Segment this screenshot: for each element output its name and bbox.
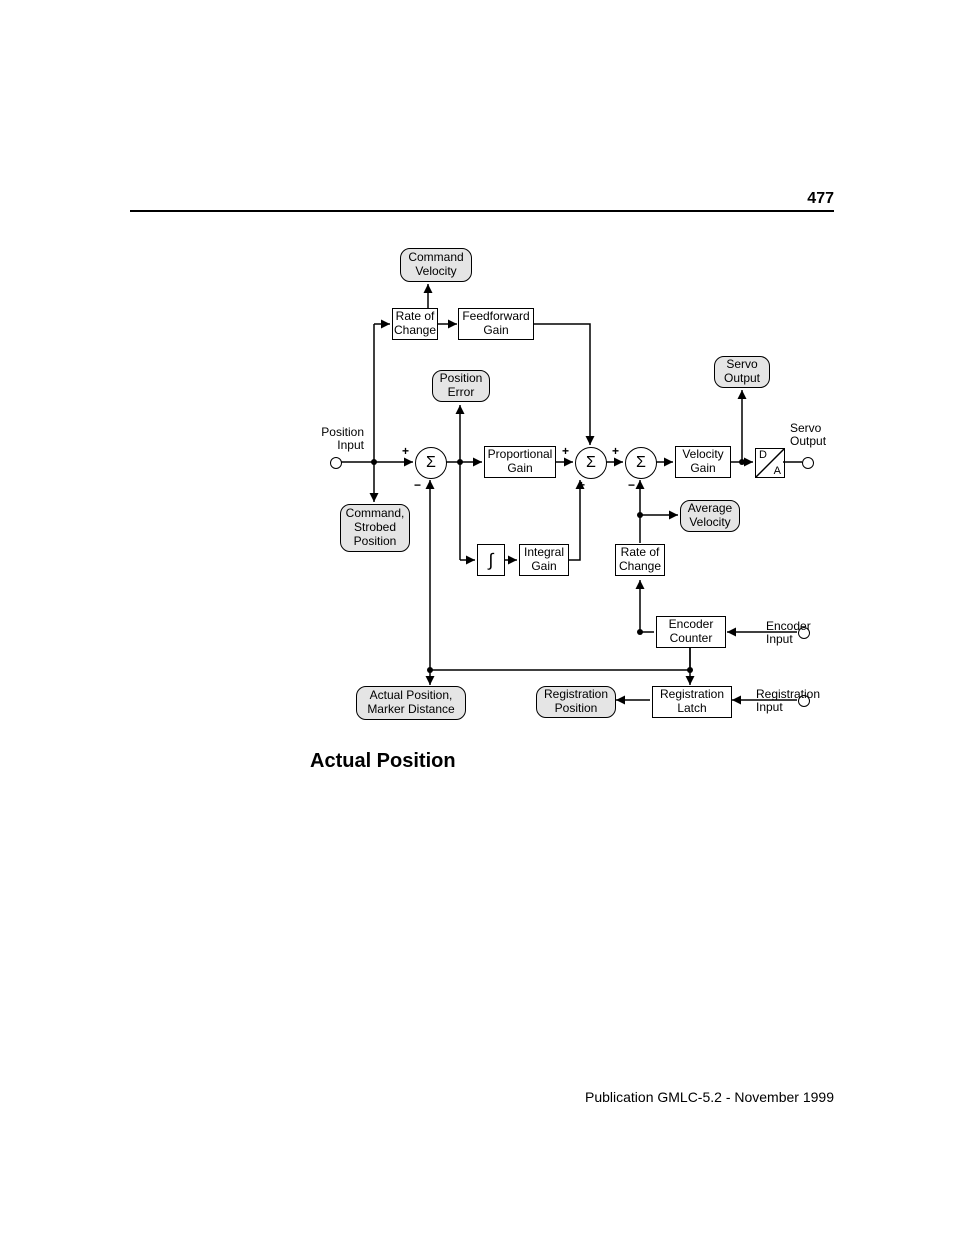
sign-plus: + xyxy=(402,444,409,458)
node-servo-output-box: ServoOutput xyxy=(714,356,770,388)
junction-dot xyxy=(637,512,643,518)
junction-dot xyxy=(637,629,643,635)
sign-minus: − xyxy=(628,478,635,492)
junction-dot xyxy=(371,459,377,465)
sign-plus: + xyxy=(562,444,569,458)
node-command-strobed-position: Command,StrobedPosition xyxy=(340,504,410,552)
servo-block-diagram: CommandVelocity Rate ofChange Feedforwar… xyxy=(310,240,830,730)
section-title-actual-position: Actual Position xyxy=(310,750,456,773)
node-rate-of-change-1: Rate ofChange xyxy=(392,308,438,340)
node-proportional-gain: ProportionalGain xyxy=(484,446,556,478)
node-average-velocity: AverageVelocity xyxy=(680,500,740,532)
node-integrator: ∫ xyxy=(477,544,505,576)
sign-plus: + xyxy=(612,444,619,458)
port-servo-output xyxy=(802,457,814,469)
junction-dot xyxy=(427,667,433,673)
node-actual-position: Actual Position,Marker Distance xyxy=(356,686,466,720)
node-integral-gain: IntegralGain xyxy=(519,544,569,576)
label-position-input: PositionInput xyxy=(304,426,364,452)
diagram-wires xyxy=(310,240,830,730)
node-sum-3: Σ xyxy=(625,447,657,479)
junction-dot xyxy=(457,459,463,465)
junction-dot xyxy=(687,667,693,673)
node-d-a-converter: D A xyxy=(755,448,785,478)
node-velocity-gain: VelocityGain xyxy=(675,446,731,478)
da-bot-label: A xyxy=(774,465,781,477)
page-number: 477 xyxy=(807,190,834,208)
node-sum-2: Σ xyxy=(575,447,607,479)
label-encoder-input: EncoderInput xyxy=(766,620,811,646)
publication-footer: Publication GMLC-5.2 - November 1999 xyxy=(585,1089,834,1105)
node-command-velocity: CommandVelocity xyxy=(400,248,472,282)
port-position-input xyxy=(330,457,342,469)
junction-dot xyxy=(739,459,745,465)
header-rule xyxy=(130,210,834,212)
node-sum-1: Σ xyxy=(415,447,447,479)
node-feedforward-gain: FeedforwardGain xyxy=(458,308,534,340)
label-servo-output: ServoOutput xyxy=(790,422,826,448)
da-top-label: D xyxy=(759,449,767,461)
page: 477 xyxy=(0,0,954,1235)
sign-plus: + xyxy=(578,478,585,492)
node-position-error: PositionError xyxy=(432,370,490,402)
node-encoder-counter: EncoderCounter xyxy=(656,616,726,648)
node-registration-position: RegistrationPosition xyxy=(536,686,616,718)
label-registration-input: RegistrationInput xyxy=(756,688,820,714)
node-registration-latch: RegistrationLatch xyxy=(652,686,732,718)
node-rate-of-change-2: Rate ofChange xyxy=(615,544,665,576)
sign-minus: − xyxy=(414,478,421,492)
